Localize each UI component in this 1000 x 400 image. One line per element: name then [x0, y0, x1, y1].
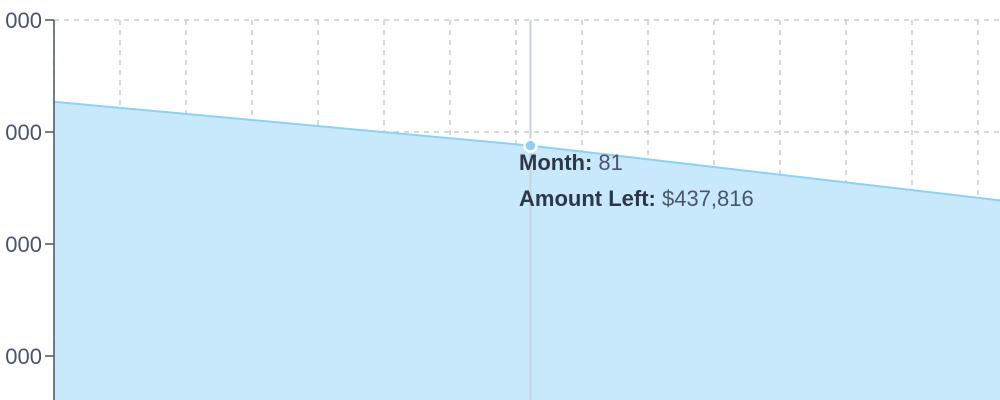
tooltip-amount-row: Amount Left: $437,816 [519, 181, 754, 217]
y-tick-label: 000 [5, 344, 42, 369]
tooltip: Month: 81 Amount Left: $437,816 [519, 145, 754, 217]
tooltip-amount-label: Amount Left: [519, 186, 656, 211]
y-tick-label: 000 [5, 120, 42, 145]
y-tick-label: 000 [5, 232, 42, 257]
area-fill [54, 101, 1000, 400]
tooltip-month-label: Month: [519, 150, 593, 175]
tooltip-month-row: Month: 81 [519, 145, 754, 181]
hover-cursor [523, 20, 538, 400]
hover-point [523, 138, 538, 153]
y-axis: 000 000 000 000 [5, 8, 55, 400]
tooltip-month-value: 81 [598, 150, 623, 175]
tooltip-amount-value: $437,816 [661, 186, 754, 211]
y-tick-label: 000 [5, 8, 42, 33]
